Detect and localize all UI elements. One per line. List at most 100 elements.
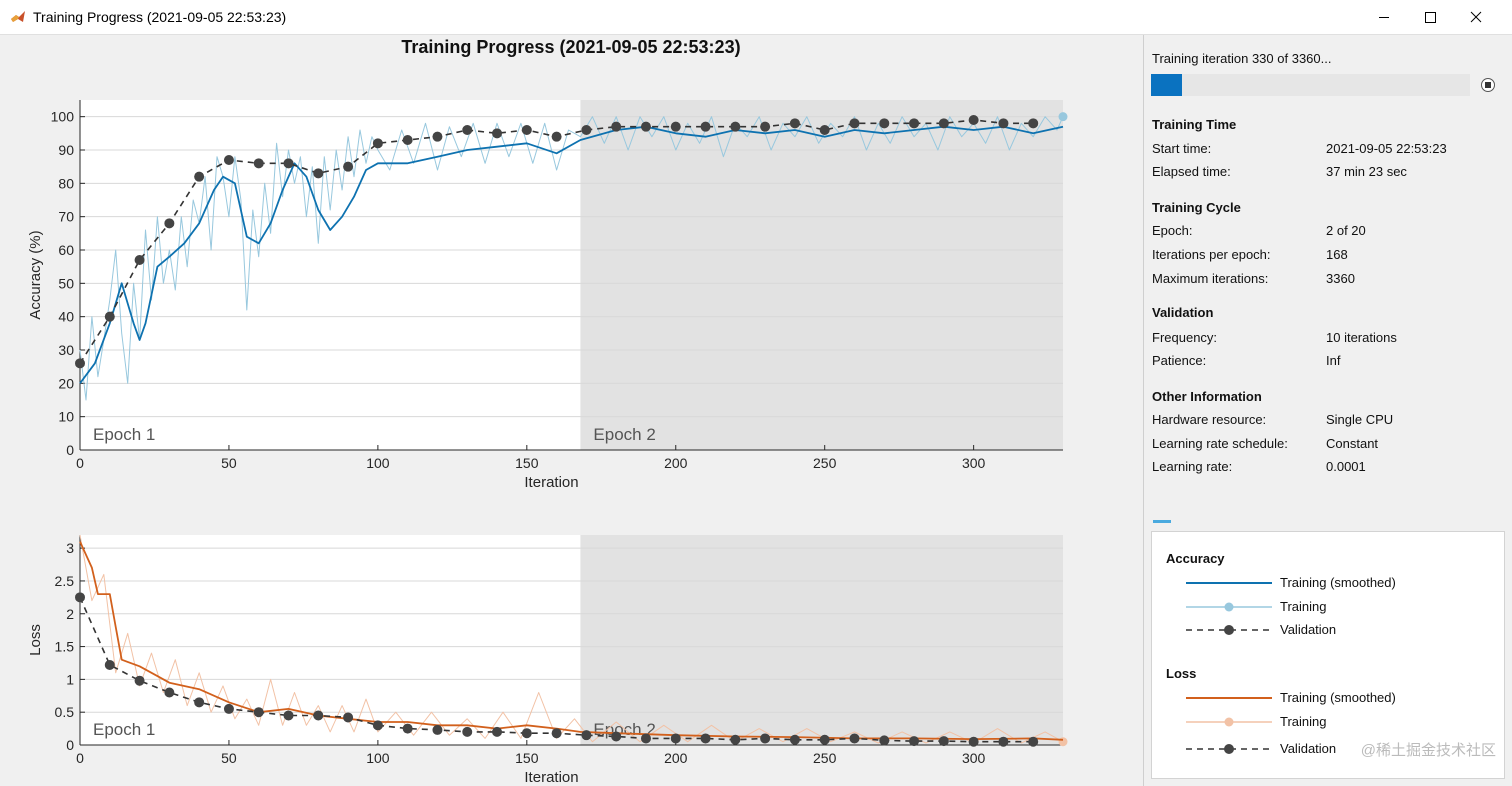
accuracy-y-tick-label: 50 [58,275,74,291]
loss-y-axis-label: Loss [27,624,44,656]
accuracy-validation-point [462,125,473,135]
accuracy-validation-point [938,118,949,129]
accuracy-validation-point [730,121,741,132]
accuracy-y-tick-label: 80 [58,175,74,191]
iterations-per-epoch-value: 168 [1326,247,1348,262]
lr-schedule-value: Constant [1326,436,1379,451]
learning-rate-label: Learning rate: [1152,459,1233,474]
accuracy-epoch1-label: Epoch 1 [93,425,155,444]
start-time-value: 2021-09-05 22:53:23 [1326,141,1447,156]
accuracy-validation-point [164,218,175,229]
maximize-button[interactable] [1407,0,1453,35]
legend-panel: Accuracy Training (smoothed) Training Va… [1151,531,1505,779]
accuracy-validation-point [879,118,890,129]
watermark-text: @稀土掘金技术社区 [1360,742,1496,759]
loss-validation-point [581,730,592,741]
minimize-icon [1379,17,1389,18]
accuracy-y-tick-label: 100 [51,109,75,125]
loss-x-axis-label: Iteration [524,769,578,786]
loss-training-smoothed-line [79,541,1064,741]
accuracy-x-tick-label: 150 [515,455,539,471]
loss-y-tick-label: 3 [66,540,74,556]
loss-validation-point [1028,736,1039,747]
loss-validation-point [968,736,979,747]
accuracy-validation-point [581,125,592,135]
legend-loss-title: Loss [1166,666,1197,681]
accuracy-x-tick-label: 250 [813,455,837,471]
accuracy-validation-point [760,121,771,132]
accuracy-validation-point [253,158,264,169]
loss-y-tick-label: 0 [66,737,74,753]
accuracy-epoch1-region [80,100,581,450]
accuracy-x-tick-label: 0 [76,455,84,471]
loss-validation-point [402,723,413,734]
section-other-information: Other Information [1152,389,1262,404]
accuracy-validation-point [670,121,681,132]
accuracy-validation-point [104,311,115,322]
minimize-button[interactable] [1361,0,1407,35]
accuracy-epoch2-label: Epoch 2 [593,425,655,444]
patience-label: Patience: [1152,353,1207,368]
loss-x-tick-label: 150 [515,750,539,766]
stop-button[interactable] [1481,78,1495,92]
loss-y-tick-label: 0.5 [55,704,75,720]
legend-tab[interactable] [1153,520,1171,523]
loss-validation-point [611,731,622,742]
accuracy-validation-point [819,125,830,135]
plot-area: 0 10 20 30 40 50 60 70 80 90 100 0 50 100 150 200 250 300… [0,35,1142,786]
legend-accuracy-validation-symbol [1186,625,1272,635]
accuracy-validation-point [343,161,354,172]
legend-loss-smoothed-symbol [1186,697,1272,699]
loss-validation-point [998,736,1009,747]
legend-accuracy-validation-label: Validation [1280,622,1337,637]
loss-validation-point [462,726,473,737]
accuracy-validation-point [849,118,860,129]
accuracy-validation-point [968,115,979,125]
loss-validation-point [134,675,145,686]
accuracy-training-last-point [1058,112,1068,122]
loss-chart: 0 0.5 1 1.5 2 2.5 3 0 50 100 150 200 250 300 Iteration… [27,534,1068,786]
legend-loss-smoothed-label: Training (smoothed) [1280,690,1396,705]
accuracy-validation-point [283,158,294,169]
legend-loss-validation-symbol [1186,744,1272,754]
elapsed-time-value: 37 min 23 sec [1326,164,1407,179]
loss-y-tick-label: 1 [66,671,74,687]
loss-validation-point [194,697,205,708]
close-button[interactable] [1453,0,1499,35]
progress-bar [1151,74,1470,96]
legend-loss-validation-label: Validation [1280,741,1337,756]
accuracy-y-tick-label: 0 [66,442,74,458]
loss-validation-point [640,733,651,744]
accuracy-y-tick-label: 20 [58,375,74,391]
accuracy-validation-point [521,125,532,135]
loss-epoch1-label: Epoch 1 [93,720,155,739]
loss-validation-point [223,703,234,714]
lr-schedule-label: Learning rate schedule: [1152,436,1288,451]
progress-bar-fill [1151,74,1183,96]
loss-x-tick-label: 50 [221,750,237,766]
accuracy-validation-point [194,171,205,182]
window-title: Training Progress (2021-09-05 22:53:23) [33,9,287,25]
legend-accuracy-smoothed-label: Training (smoothed) [1280,575,1396,590]
loss-validation-point [283,710,294,721]
section-validation: Validation [1152,305,1214,320]
accuracy-validation-point [432,131,443,142]
loss-x-tick-label: 250 [813,750,837,766]
accuracy-validation-point [640,121,651,132]
plot-title: Training Progress (2021-09-05 22:53:23) [401,37,741,57]
loss-validation-point [760,733,771,744]
patience-value: Inf [1326,353,1341,368]
accuracy-x-axis-label: Iteration [524,474,578,491]
status-text: Training iteration 330 of 3360... [1152,51,1332,66]
accuracy-validation-point [402,135,413,145]
loss-validation-point [343,712,354,723]
section-training-time: Training Time [1152,117,1237,132]
info-panel: Training iteration 330 of 3360... Traini… [1143,35,1512,786]
learning-rate-value: 0.0001 [1326,459,1366,474]
accuracy-validation-point [611,121,622,132]
accuracy-y-tick-label: 40 [58,309,74,325]
loss-training-line [79,534,1064,744]
legend-accuracy-title: Accuracy [1166,551,1225,566]
accuracy-x-tick-label: 200 [664,455,688,471]
